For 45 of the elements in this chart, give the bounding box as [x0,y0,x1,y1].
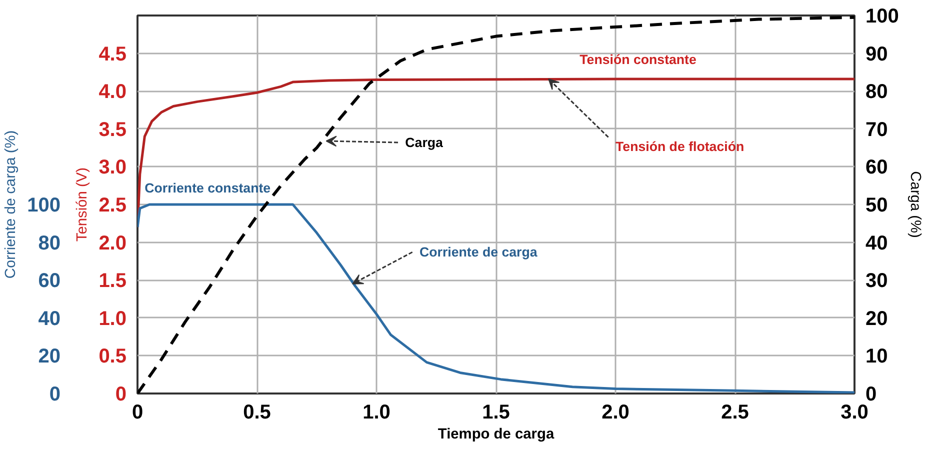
x-tick-label: 3.0 [840,402,868,424]
y2-tick-label: 40 [866,232,888,254]
y3-tick-label: 80 [38,232,61,254]
y3-tick-label: 60 [38,270,61,292]
y2-tick-label: 80 [866,81,888,104]
y-tick-label: 1.0 [98,308,127,330]
annotation: Tensión constante [580,52,696,67]
y3-tick-label: 0 [49,384,60,406]
x-tick-label: 1.0 [362,402,390,424]
x-axis-title: Tiempo de carga [438,426,555,442]
y2-tick-label: 50 [866,194,888,216]
y2-tick-label: 30 [866,270,888,292]
y2-tick-label: 10 [866,346,888,368]
x-tick-label: 0.5 [243,402,271,424]
y-tick-label: 3.0 [98,156,127,179]
y-tick-label: 0 [115,384,126,406]
y-tick-label: 2.0 [98,232,127,254]
x-tick-label: 2.5 [721,402,749,424]
annotation: Carga [405,135,444,150]
y-tick-label: 0.5 [98,346,127,368]
annotation: Tensión de flotación [616,138,744,154]
y2-tick-label: 0 [866,384,877,406]
y2-tick-label: 60 [866,156,888,179]
y3-axis-title: Corriente de carga (%) [3,130,20,279]
x-tick-label: 0 [132,402,144,424]
line-series [138,16,854,394]
y-axis-title: Tensión (V) [74,167,91,242]
y2-tick-label: 70 [866,118,888,141]
x-tick-label: 1.5 [482,402,510,424]
y-tick-label: 1.5 [98,270,127,292]
annotation: Corriente de carga [420,244,538,260]
x-tick-label: 2.0 [602,402,630,424]
y2-tick-label: 100 [866,6,899,28]
y-tick-label: 4.5 [98,43,127,66]
line-series [138,203,854,394]
annotation: Corriente constante [144,180,271,196]
y2-tick-label: 90 [866,43,888,66]
y-tick-label: 2.5 [98,194,127,216]
y3-tick-label: 20 [38,346,61,368]
y3-tick-label: 100 [27,194,61,216]
y2-tick-label: 20 [866,308,888,330]
y2-axis-title: Carga (%) [906,171,923,238]
y-tick-label: 3.5 [98,118,127,141]
y3-tick-label: 40 [38,308,61,330]
y-tick-label: 4.0 [98,81,127,104]
